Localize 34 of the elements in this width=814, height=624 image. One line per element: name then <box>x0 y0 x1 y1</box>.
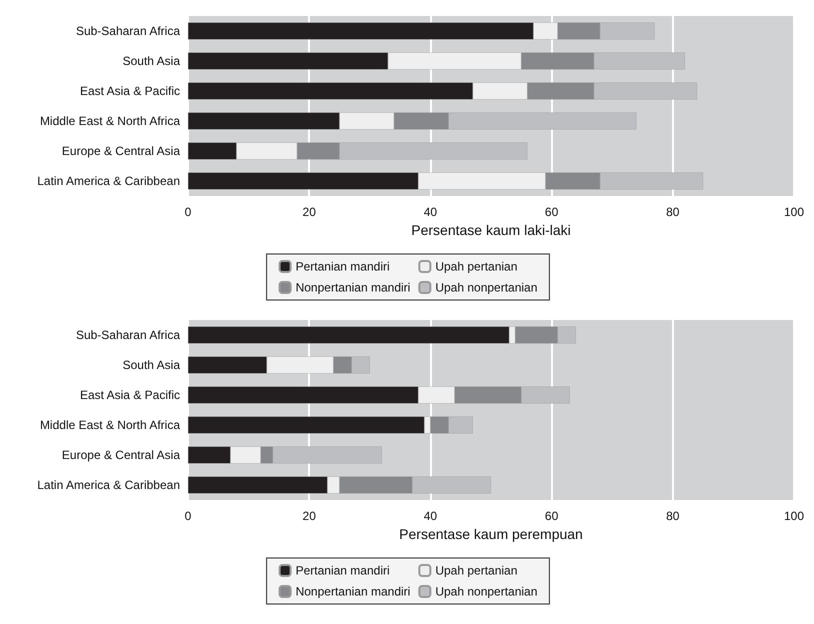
x-tick-label: 60 <box>544 509 559 523</box>
y-tick-label: East Asia & Pacific <box>80 388 180 402</box>
y-tick-label: Sub-Saharan Africa <box>76 328 180 342</box>
y-tick-label: Middle East & North Africa <box>40 114 180 128</box>
x-tick-label: 0 <box>184 205 192 219</box>
x-tick-label: 60 <box>544 205 559 219</box>
x-tick-label: 100 <box>784 509 804 523</box>
legend-label: Pertanian mandiri <box>296 564 390 578</box>
y-tick-label: South Asia <box>122 54 180 68</box>
y-tick-label: Latin America & Caribbean <box>37 478 180 492</box>
y-tick-label: East Asia & Pacific <box>80 84 180 98</box>
y-tick-label: South Asia <box>122 358 180 372</box>
x-tick-label: 80 <box>666 205 680 219</box>
legend-label: Upah nonpertanian <box>435 280 538 294</box>
y-tick-label: Latin America & Caribbean <box>37 174 180 188</box>
y-tick-label: Europe & Central Asia <box>62 144 180 158</box>
x-tick-label: 40 <box>424 509 438 523</box>
y-tick-label: Middle East & North Africa <box>40 418 180 432</box>
x-axis-title: Persentase kaum laki-laki <box>411 222 571 238</box>
legend-label: Nonpertanian mandiri <box>296 280 410 294</box>
legend-label: Pertanian mandiri <box>296 260 390 274</box>
legend-label: Upah nonpertanian <box>435 584 538 598</box>
y-tick-label: Europe & Central Asia <box>62 448 180 462</box>
x-tick-label: 40 <box>424 205 438 219</box>
legend-label: Upah pertanian <box>435 260 518 274</box>
y-tick-label: Sub-Saharan Africa <box>76 24 180 38</box>
x-tick-label: 20 <box>302 509 316 523</box>
legend-label: Upah pertanian <box>435 564 518 578</box>
x-tick-label: 80 <box>666 509 680 523</box>
x-tick-label: 0 <box>184 509 192 523</box>
legend-label: Nonpertanian mandiri <box>296 584 410 598</box>
x-axis-title: Persentase kaum perempuan <box>399 526 583 542</box>
x-tick-label: 100 <box>784 205 804 219</box>
x-tick-label: 20 <box>302 205 316 219</box>
